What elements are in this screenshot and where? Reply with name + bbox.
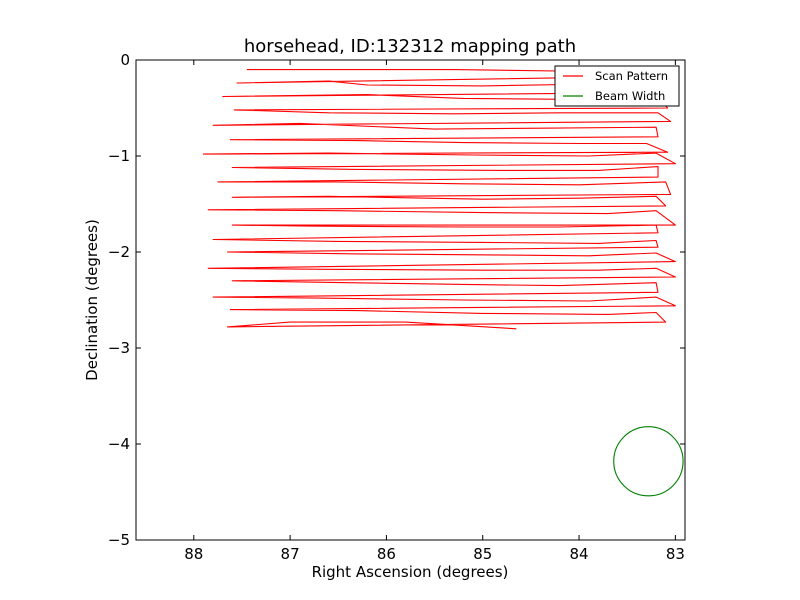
y-tick-label: 0 xyxy=(120,51,130,69)
beam-width-circle xyxy=(613,426,684,497)
y-axis: 0 −1 −2 −3 −4 −5 xyxy=(108,51,685,549)
y-axis-title: Declination (degrees) xyxy=(83,219,101,381)
y-tick-label: −3 xyxy=(108,339,130,357)
legend-box xyxy=(554,65,680,107)
plot-area xyxy=(136,60,685,540)
x-tick-label: 84 xyxy=(570,545,589,563)
x-tick-label: 83 xyxy=(666,545,685,563)
x-axis: 88 87 86 85 84 83 xyxy=(184,60,685,563)
x-axis-title: Right Ascension (degrees) xyxy=(312,563,509,581)
x-tick-label: 88 xyxy=(184,545,203,563)
scan-pattern-line xyxy=(202,67,676,330)
legend-beam-label: Beam Width xyxy=(595,89,665,103)
y-tick-label: −4 xyxy=(108,435,130,453)
x-tick-label: 85 xyxy=(473,545,492,563)
legend-scan-label: Scan Pattern xyxy=(595,69,668,83)
chart-title: horsehead, ID:132312 mapping path xyxy=(244,36,576,57)
y-tick-label: −2 xyxy=(108,243,130,261)
plot-frame xyxy=(135,59,686,541)
legend: Scan Pattern Beam Width xyxy=(554,65,680,107)
scan-pattern-series xyxy=(202,67,676,330)
beam-width-series xyxy=(613,426,684,497)
y-tick-label: −1 xyxy=(108,147,130,165)
x-tick-label: 87 xyxy=(281,545,300,563)
x-tick-label: 86 xyxy=(377,545,396,563)
y-tick-label: −5 xyxy=(108,531,130,549)
